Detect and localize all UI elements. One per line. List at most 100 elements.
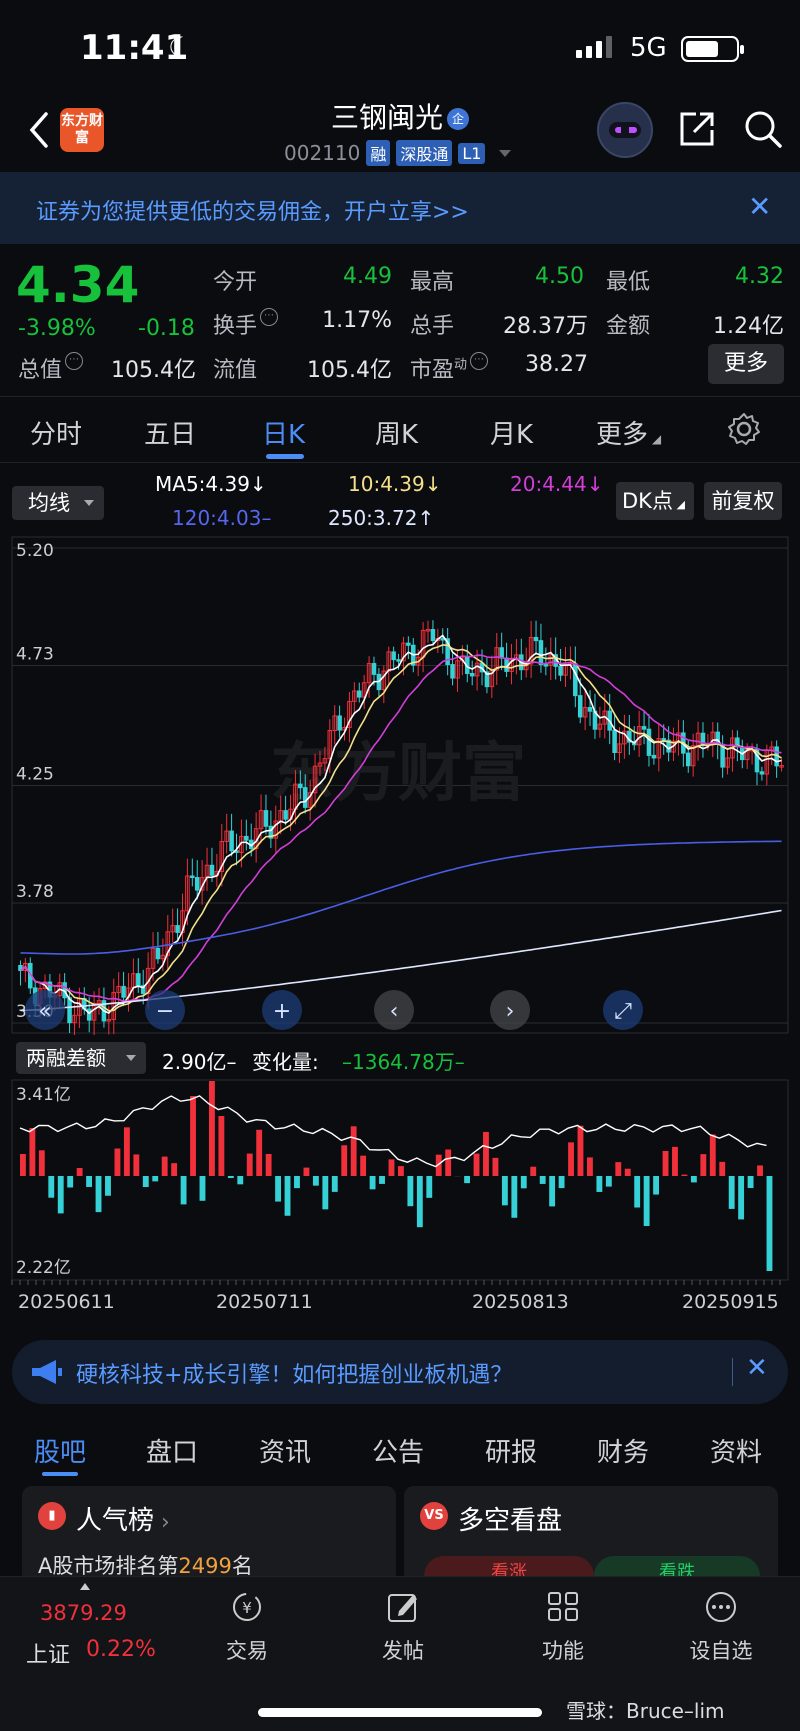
popularity-title-text: 人气榜 [76, 1506, 155, 1536]
flow-bar [530, 1166, 537, 1176]
candle-body [406, 642, 411, 646]
tab-news[interactable]: 资讯 [259, 1438, 312, 1468]
tab-announcements[interactable]: 公告 [372, 1438, 425, 1468]
flow-bar [237, 1176, 244, 1185]
candle-body [577, 695, 583, 718]
more-dots-icon [706, 1592, 736, 1622]
popularity-rank: A股市场排名第2499名 [38, 1550, 253, 1580]
date-label: 20250915 [682, 1291, 779, 1313]
tab-profile[interactable]: 资料 [710, 1438, 763, 1468]
info-icon[interactable]: ⋯ [260, 308, 279, 326]
candle-body [685, 752, 691, 767]
more-button[interactable]: 更多 [708, 344, 784, 384]
flow-bar [48, 1176, 55, 1198]
zoom-out-icon[interactable]: − [145, 990, 185, 1030]
kline-chart[interactable]: 5.204.734.253.783.30东方财富«−+‹›⤢ [0, 535, 800, 1035]
candle-body [121, 985, 126, 998]
flow-bar [501, 1176, 508, 1206]
index-name[interactable]: 上证 [26, 1643, 71, 1668]
back-icon[interactable] [24, 110, 54, 150]
flow-bar [587, 1157, 593, 1176]
tag-margin: 融 [366, 140, 391, 166]
candle-body [474, 662, 480, 677]
adjust-button[interactable]: 前复权 [704, 482, 782, 520]
indicator-select[interactable]: 均线 [12, 486, 104, 520]
home-indicator[interactable] [258, 1708, 542, 1717]
candle-body [641, 726, 647, 730]
turnover-label: 换手 ⋯ [213, 308, 279, 340]
volume-value: 28.37万 [503, 314, 588, 339]
rank-suffix: 名 [231, 1554, 253, 1578]
flow-bar [511, 1176, 518, 1218]
dk-label: DK点 [622, 489, 673, 513]
margin-chart[interactable]: 3.41亿 2.22亿 20250611 20250711 20250813 202509… [0, 1078, 800, 1328]
flow-bar [142, 1176, 149, 1188]
zoom-in-icon[interactable]: + [262, 990, 302, 1030]
candle-body [661, 738, 666, 741]
bull-bear-card[interactable]: VS 多空看盘 看涨 看跌 [404, 1486, 778, 1584]
megaphone-icon [32, 1360, 62, 1384]
margin-balance-line [19, 1095, 767, 1168]
flow-bar [435, 1154, 442, 1176]
logo-text: 东方财富 [61, 113, 103, 146]
tab-monthly-k[interactable]: 月K [490, 420, 534, 450]
tab-more[interactable]: 更多 ◢ [596, 420, 662, 450]
news-banner[interactable]: 硬核科技+成长引擎！如何把握创业板机遇？ ✕ [12, 1340, 788, 1404]
promo-banner[interactable]: 证券为您提供更低的交易佣金，开户立享>> ✕ [0, 172, 800, 244]
flow-bar [369, 1176, 376, 1190]
candle-body [548, 654, 554, 666]
nav-functions[interactable]: 功能 [508, 1589, 618, 1665]
margin-header: 两融差额 2.90亿– 变化量: –1364.78万– [0, 1038, 800, 1078]
tab-forum[interactable]: 股吧 [34, 1438, 87, 1468]
fullscreen-icon-bg [603, 990, 643, 1030]
info-icon[interactable]: ⋯ [470, 352, 489, 370]
candle-body [209, 864, 215, 876]
rewind-icon[interactable]: « [25, 990, 65, 1030]
robot-assistant-icon[interactable] [597, 102, 653, 158]
candle-body [18, 965, 23, 971]
flow-bar [322, 1176, 329, 1210]
bottom-nav: 3879.29 上证 0.22% ¥ 交易 发帖 功能 设自选 雪球：Bruce… [0, 1576, 800, 1731]
margin-select[interactable]: 两融差额 [16, 1042, 146, 1074]
tab-weekly-k[interactable]: 周K [375, 420, 419, 450]
close-icon[interactable]: ✕ [748, 190, 772, 223]
tab-daily-k[interactable]: 日K [262, 420, 306, 450]
chart-frame [11, 1079, 789, 1281]
tab-research[interactable]: 研报 [485, 1438, 538, 1468]
ma20-label: 20:4.44↓ [510, 472, 604, 496]
change-amount: -0.18 [138, 316, 195, 341]
tab-finance[interactable]: 财务 [597, 1438, 650, 1468]
candle-body [759, 771, 765, 775]
nav-add-watchlist[interactable]: 设自选 [666, 1589, 776, 1665]
fullscreen-icon[interactable]: ⤢ [603, 990, 643, 1030]
candle-body [450, 664, 455, 679]
close-icon[interactable]: ✕ [746, 1353, 768, 1383]
nav-post[interactable]: 发帖 [348, 1589, 458, 1665]
tab-intraday[interactable]: 分时 [30, 420, 83, 450]
tab-five-day[interactable]: 五日 [144, 420, 197, 450]
current-price: 4.34 [16, 256, 140, 314]
candle-body [160, 954, 166, 960]
candle-body [587, 707, 593, 712]
nav-trade[interactable]: ¥ 交易 [192, 1589, 302, 1665]
candle-body [219, 840, 225, 872]
flow-bar [388, 1159, 395, 1176]
tab-orderbook[interactable]: 盘口 [146, 1438, 199, 1468]
ma10-line [20, 644, 782, 1012]
flow-bar [105, 1176, 111, 1196]
zoom-in-icon-glyph: + [273, 999, 291, 1024]
info-icon[interactable]: ⋯ [65, 352, 84, 370]
candle-body [165, 931, 171, 956]
prev-icon[interactable]: ‹ [374, 990, 414, 1030]
share-icon[interactable] [676, 108, 718, 150]
next-icon[interactable]: › [490, 990, 530, 1030]
search-icon[interactable] [742, 108, 784, 150]
stock-header: 东方财富 三钢闽光企 002110 融 深股通 L1 [0, 90, 800, 170]
popularity-card[interactable]: ▮ 人气榜 › A股市场排名第2499名 [22, 1486, 396, 1584]
gear-icon[interactable] [727, 412, 761, 446]
candle-body [106, 1019, 112, 1022]
ma-legend: 均线 MA5:4.39↓ 10:4.39↓ 20:4.44↓ 120:4.03–… [0, 462, 800, 532]
index-value: 3879.29 [40, 1601, 127, 1625]
stock-subline[interactable]: 002110 融 深股通 L1 [284, 140, 512, 166]
dk-points-button[interactable]: DK点 ◢ [616, 482, 694, 520]
